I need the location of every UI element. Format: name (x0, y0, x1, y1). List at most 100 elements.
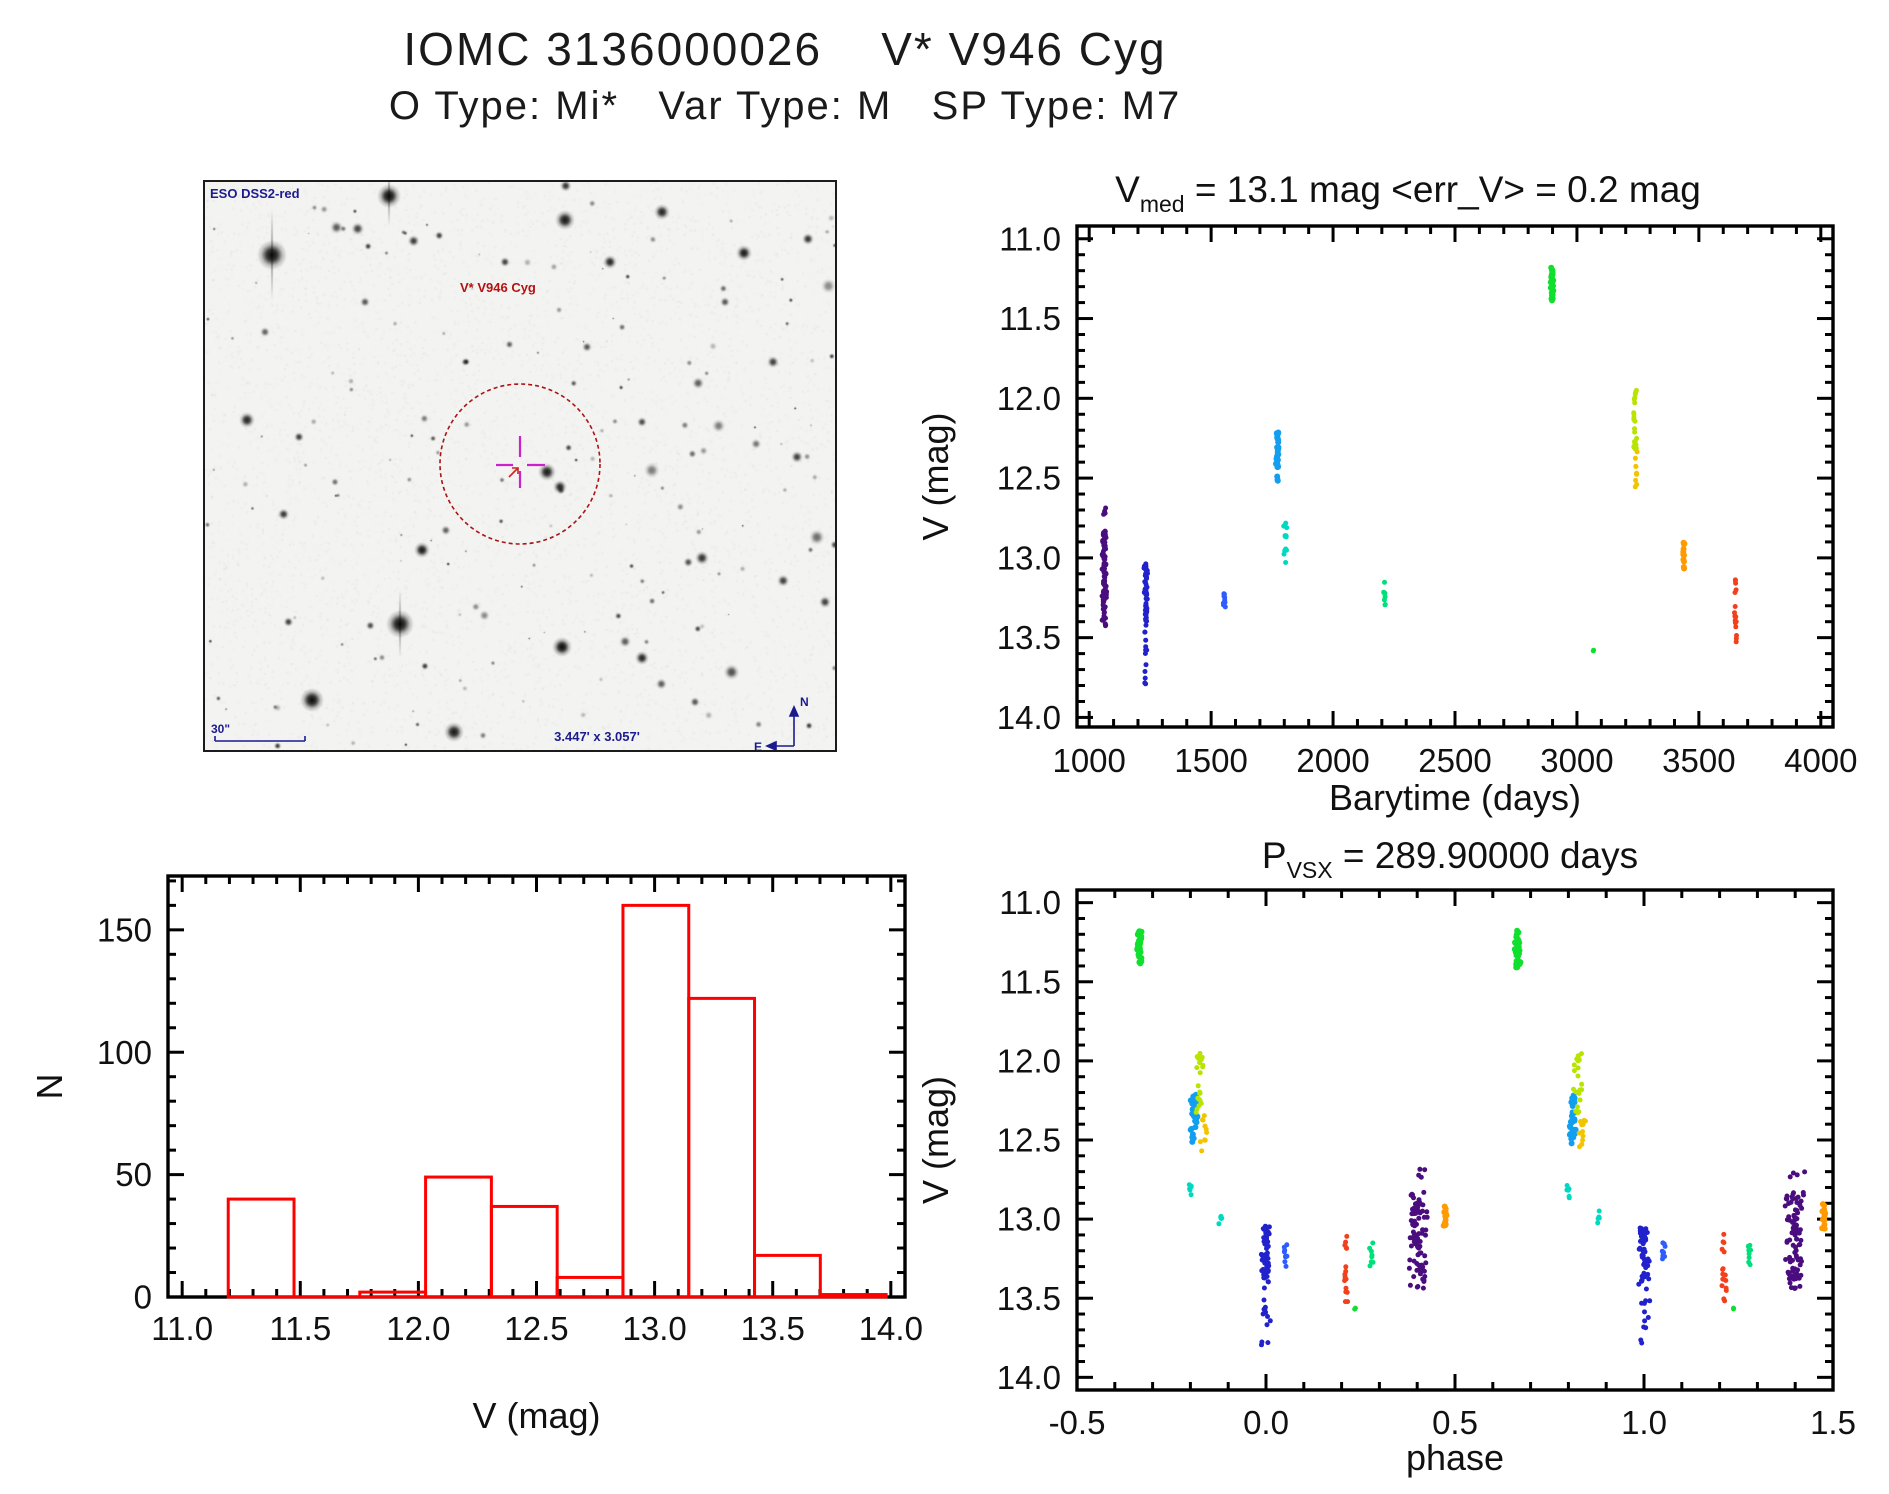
data-point (1786, 1271, 1792, 1276)
data-point (1344, 1233, 1350, 1239)
data-point (1282, 548, 1288, 554)
data-point (1580, 1133, 1586, 1139)
hist-bar (753, 1253, 822, 1299)
data-point (1265, 1314, 1270, 1319)
data-point (1142, 680, 1148, 686)
x-tick-label: 3500 (1662, 742, 1735, 779)
data-point (1632, 418, 1638, 424)
data-point (1680, 545, 1687, 552)
data-point (1573, 1108, 1579, 1114)
data-point (1343, 1276, 1349, 1282)
data-point (1135, 947, 1142, 954)
data-point (1265, 1256, 1271, 1261)
data-point (1549, 267, 1555, 274)
data-point (1641, 1272, 1647, 1278)
data-point (1273, 459, 1280, 466)
x-tick-label: 12.0 (386, 1310, 450, 1347)
data-point (1409, 1191, 1415, 1197)
data-point (1266, 1224, 1272, 1230)
data-point (1143, 596, 1149, 602)
data-point (1142, 629, 1148, 635)
data-point (1732, 578, 1738, 584)
data-point (1632, 455, 1638, 461)
data-point (1638, 1226, 1644, 1231)
data-point (1420, 1227, 1425, 1233)
data-point (1722, 1272, 1728, 1278)
data-point (1723, 1278, 1729, 1283)
data-point (1790, 1219, 1795, 1225)
y-tick-label: 13.5 (997, 619, 1061, 656)
data-point (1369, 1254, 1375, 1260)
data-point (1579, 1051, 1584, 1057)
data-point (1574, 1056, 1580, 1062)
data-point (1576, 1090, 1582, 1096)
y-tick-label: 11.5 (999, 963, 1061, 1000)
data-point (1283, 1263, 1289, 1269)
data-point (1632, 429, 1638, 435)
data-point (1792, 1250, 1798, 1255)
hist-bar (226, 1197, 296, 1299)
data-point (1101, 541, 1107, 547)
y-tick-label: 14.0 (997, 699, 1061, 736)
data-point (1101, 536, 1107, 542)
plot-title: PVSX = 289.90000 days (1262, 835, 1638, 883)
data-point (1416, 1215, 1422, 1221)
data-point (1264, 1322, 1270, 1328)
data-point (1187, 1126, 1194, 1133)
finder-chart: N E ESO DSS2-red V* V946 Cyg 3.447' x 3.… (203, 180, 837, 752)
data-point (1414, 1284, 1420, 1290)
data-point (1411, 1274, 1417, 1280)
data-point (1641, 1324, 1647, 1330)
data-point (1549, 297, 1555, 304)
data-point (1659, 1248, 1665, 1254)
data-point (1186, 1182, 1192, 1188)
data-point (1414, 1243, 1420, 1249)
data-point (1733, 639, 1739, 645)
data-point (1418, 1250, 1424, 1256)
data-point (1783, 1257, 1789, 1262)
data-point (1417, 1266, 1423, 1272)
data-point (1216, 1221, 1222, 1227)
data-point (1796, 1242, 1802, 1248)
data-point (1422, 1253, 1428, 1259)
data-point (1202, 1137, 1208, 1143)
x-tick-label: 1000 (1052, 742, 1125, 779)
x-tick-label: 14.0 (859, 1310, 923, 1347)
hist-bar (424, 1175, 493, 1299)
data-point (1632, 392, 1638, 397)
data-point (1261, 1306, 1267, 1312)
data-point (1548, 274, 1555, 281)
data-point (1660, 1256, 1665, 1262)
data-point (1408, 1218, 1414, 1224)
data-point (1787, 1254, 1793, 1260)
data-point (1352, 1305, 1358, 1311)
y-tick-label: 12.5 (997, 460, 1061, 497)
data-point (1194, 1065, 1200, 1071)
y-tick-label: 11.0 (999, 220, 1061, 257)
y-tick-label: 150 (97, 911, 152, 948)
data-point (1283, 560, 1289, 565)
y-tick-label: 11.0 (999, 884, 1061, 921)
data-point (1640, 1253, 1646, 1259)
data-point (1370, 1240, 1376, 1246)
data-point (1261, 1235, 1267, 1241)
data-point (1579, 1087, 1585, 1093)
data-point (1569, 1103, 1576, 1109)
data-point (1421, 1268, 1427, 1274)
x-axis-label: V (mag) (472, 1395, 600, 1436)
data-point (1194, 1106, 1200, 1112)
data-point (1414, 1209, 1420, 1215)
x-tick-label: 3000 (1540, 742, 1613, 779)
data-point (1274, 477, 1281, 484)
data-point (1795, 1267, 1801, 1273)
data-point (1513, 964, 1520, 971)
data-point (1282, 1259, 1288, 1265)
pointer-arrow-icon (508, 467, 519, 478)
data-point (1631, 396, 1637, 402)
data-point (1579, 1141, 1585, 1147)
data-point (1381, 589, 1387, 595)
data-point (1513, 952, 1520, 959)
data-point (1797, 1283, 1803, 1289)
data-point (1746, 1259, 1752, 1265)
